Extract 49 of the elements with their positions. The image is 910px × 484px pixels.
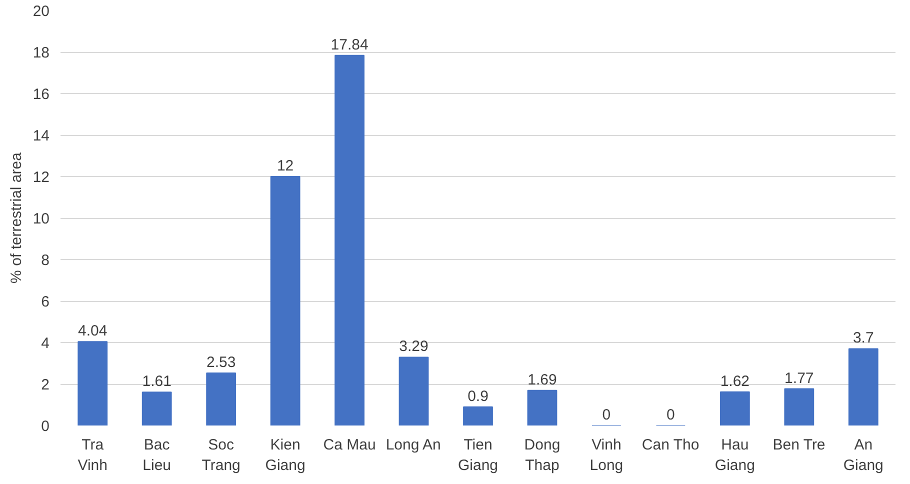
bar [270,176,300,426]
y-tick-label: 0 [41,418,50,435]
x-tick-label: Tra Vinh [78,436,108,474]
y-tick-label: 12 [32,169,50,186]
x-tick-label: Vinh Long [590,436,624,474]
data-label: 3.29 [399,338,428,356]
bar [334,54,364,426]
data-label: 1.62 [720,372,750,390]
data-label: 12 [276,158,294,174]
data-label: 3.7 [852,330,874,347]
x-tick-label: An Giang [843,436,884,474]
x-tick-label: Ben Tre [772,436,826,454]
bar [78,341,108,426]
data-label: 17.84 [330,36,368,54]
y-tick-label: 16 [32,86,50,103]
y-tick-label: 8 [41,252,50,269]
y-tick-label: 6 [41,294,50,310]
bar [142,392,172,426]
x-tick-label: Tien Giang [458,436,498,474]
data-label: 4.04 [78,322,108,340]
x-tick-label: Soc Trang [202,436,240,474]
data-label: 0.9 [468,388,488,405]
x-tick-label: Dong Thap [524,436,560,474]
y-axis-title: % of terrestrial area [8,152,25,284]
x-tick-label: Long An [386,436,441,454]
data-label: 1.61 [142,373,172,390]
x-tick-label: Bac Lieu [142,436,172,474]
y-tick-label: 20 [32,3,50,20]
data-label: 0 [602,406,611,424]
x-tick-label: Can Tho [642,436,700,454]
y-tick-label: 4 [41,335,50,352]
data-label: 1.69 [528,371,557,388]
bar [398,356,429,426]
y-tick-label: 2 [41,376,50,394]
bar [720,391,750,426]
bar [463,406,493,426]
data-label: 1.77 [784,370,814,387]
y-tick-label: 10 [32,210,50,228]
x-tick-label: Ca Mau [323,436,376,454]
x-tick-label: Kien Giang [265,436,306,474]
y-tick-label: 18 [32,44,50,62]
bar [527,390,558,426]
bar [206,372,236,426]
bar [784,388,814,426]
bar [848,348,878,426]
data-label: 0 [666,406,675,424]
x-tick-label: Hau Giang [714,436,755,474]
y-tick-label: 14 [32,128,50,144]
data-label: 2.53 [206,354,236,372]
